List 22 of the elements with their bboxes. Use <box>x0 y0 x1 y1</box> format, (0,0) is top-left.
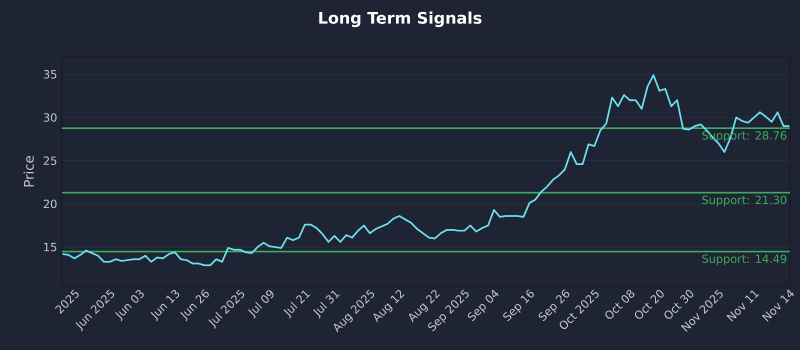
y-tick-label: 25 <box>44 156 56 165</box>
x-tick-label: Jun 26 <box>180 289 209 322</box>
x-tick-label: Nov 11 <box>726 290 760 322</box>
x-tick-label: Jul 31 <box>313 290 340 319</box>
chart-title: Long Term Signals <box>319 12 482 28</box>
x-tick-label: Oct 30 <box>664 290 694 319</box>
x-tick-label: Jul 09 <box>248 290 274 319</box>
ref-line-label: Support: 14.49 <box>702 254 786 266</box>
x-tick-label: Jun 03 <box>115 290 144 322</box>
y-axis-title: Price <box>24 156 34 186</box>
y-tick-label: 30 <box>44 113 57 122</box>
x-tick-label: Nov 14 <box>762 290 794 322</box>
y-tick-label: 15 <box>44 242 56 252</box>
x-tick-label: Oct 08 <box>605 290 634 319</box>
x-tick-label: Oct 20 <box>634 290 664 319</box>
y-tick-label: 20 <box>44 200 57 208</box>
y-tick-label: 35 <box>44 70 56 79</box>
x-tick-label: Jun 13 <box>150 290 180 322</box>
x-tick-label: Sep 16 <box>503 289 534 322</box>
ref-line-label: Support: 21.30 <box>702 196 786 206</box>
x-tick-label: Jul 21 <box>284 290 310 319</box>
x-tick-label: Sep 04 <box>468 290 499 322</box>
